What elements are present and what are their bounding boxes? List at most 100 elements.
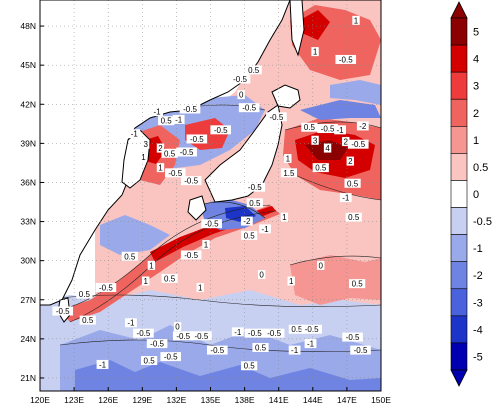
contour-label-bg xyxy=(280,168,298,178)
contour-label: -0.5 xyxy=(267,329,281,338)
lon-tick-label: 132E xyxy=(166,395,186,405)
contour-label-bg xyxy=(160,352,182,362)
contour-label: 0 xyxy=(259,271,264,280)
contour-label: 0 xyxy=(175,323,180,332)
contour-label-layer: 11-0.50.5-0.50-0.5-0.5-10.5 -1-0.5-0.5-1-… xyxy=(52,15,371,371)
contour-label: -0.5 xyxy=(99,284,113,293)
contour-label: -1 xyxy=(234,328,242,337)
contour-label: 0 xyxy=(319,261,324,270)
contour-label-bg xyxy=(241,230,258,240)
contour-label-bg xyxy=(161,148,178,158)
colorbar-segment xyxy=(450,126,468,154)
contour-label-bg xyxy=(207,345,228,355)
contour-label: 0.5 xyxy=(347,179,359,188)
contour-label: -0.5 xyxy=(184,251,198,260)
contour-label: -1 xyxy=(127,319,135,328)
contour-label-bg xyxy=(263,328,285,338)
contour-label-bg xyxy=(346,156,355,166)
contour-label: 1 xyxy=(158,164,163,173)
contour-label-bg xyxy=(284,154,292,164)
contour-label: -1 xyxy=(307,340,315,349)
kuroshio-positive-band xyxy=(60,205,280,322)
contour-label-bg xyxy=(342,137,350,147)
colorbar-label: 2 xyxy=(473,108,479,120)
contour-label: 0.5 xyxy=(244,362,256,371)
contour-label: -0.5 xyxy=(210,346,224,355)
contour-label-bg xyxy=(156,143,165,153)
contour-label: 3 xyxy=(143,140,148,149)
lon-tick-label: 150E xyxy=(371,395,391,405)
contour-label: 2 xyxy=(348,157,353,166)
colorbar-label: -3 xyxy=(473,297,483,309)
lat-tick-label: 27N xyxy=(20,295,36,305)
contour-label-bg xyxy=(311,47,319,57)
contour-label: -0.5 xyxy=(354,346,368,355)
contour-label: 2 xyxy=(344,138,349,147)
northeast-negative-band xyxy=(330,80,381,105)
contour-label: 0.5 xyxy=(315,164,327,173)
contour-label: 0.5 xyxy=(249,199,261,208)
colorbar-segment xyxy=(450,17,468,46)
contour-label: 1 xyxy=(282,213,287,222)
contour-label-bg xyxy=(95,283,117,293)
colorbar-segment xyxy=(450,207,468,235)
contour-label: 0.5 xyxy=(164,149,176,158)
contour-label-bg xyxy=(288,345,301,355)
contour-label-bg xyxy=(161,273,178,283)
contour-label: -0.5 xyxy=(137,329,151,338)
lat-tick-label: 24N xyxy=(20,334,36,344)
contour-label-bg xyxy=(147,260,156,270)
graticule xyxy=(40,0,381,391)
subtropical-positive-patch xyxy=(290,255,381,305)
contour-label-bg xyxy=(172,331,194,341)
east-china-sea-negative xyxy=(100,215,170,255)
colorbar-label: -1 xyxy=(473,243,483,255)
contour-label-bg xyxy=(202,240,210,250)
contour-label-bg xyxy=(210,125,232,135)
contour-label-bg xyxy=(244,328,266,338)
lon-tick-label: 135E xyxy=(201,395,221,405)
contour-label: -0.5 xyxy=(351,140,365,149)
lon-tick-label: 147E xyxy=(337,395,357,405)
contour-label: -0.5 xyxy=(205,220,219,229)
japan-hokkaido xyxy=(271,84,301,109)
contour-label: -1 xyxy=(154,108,162,117)
contour-label: 2 xyxy=(158,144,163,153)
contour-label-bg xyxy=(347,139,369,149)
contour-label: -0.5 xyxy=(233,75,247,84)
okhotsk-positive-core xyxy=(300,10,330,40)
colorbar-segment xyxy=(450,342,468,371)
contour-label-bg xyxy=(201,219,222,229)
contour-label: -1 xyxy=(175,115,183,124)
contour-label-bg xyxy=(288,324,305,334)
lon-tick-label: 123E xyxy=(64,395,84,405)
contour-label: -0.5 xyxy=(168,169,182,178)
contour-label-bg xyxy=(344,178,361,188)
contour-label: 1 xyxy=(354,16,359,25)
contour-label-bg xyxy=(125,318,137,328)
contour-label-bg xyxy=(304,339,317,349)
contour-label-bg xyxy=(237,90,245,100)
contour-label-bg xyxy=(245,65,262,75)
contour-label-bg xyxy=(280,212,289,222)
contour-label: 1 xyxy=(313,48,318,57)
contour-label-bg xyxy=(312,163,329,173)
colorbar-segment xyxy=(450,315,468,344)
colorbar-top-arrow xyxy=(450,1,468,19)
lat-tick-label: 39N xyxy=(20,138,36,148)
contour-label: -0.5 xyxy=(346,333,360,342)
contour-label: -0.5 xyxy=(56,307,70,316)
lon-tick-label: 129E xyxy=(132,395,152,405)
contour-label-bg xyxy=(244,182,266,192)
contour-label: -0.5 xyxy=(248,329,262,338)
contour-label-bg xyxy=(301,324,322,334)
contour-label-bg xyxy=(142,276,150,286)
contour-label-bg xyxy=(266,112,287,122)
colorbar-segment xyxy=(450,71,468,100)
contour-line xyxy=(284,121,381,131)
colorbar-label: 3 xyxy=(473,81,479,93)
contour-label: -1 xyxy=(342,194,350,203)
contour-label: 0.5 xyxy=(82,316,94,325)
contour-label-bg xyxy=(172,114,185,124)
contour-label-bg xyxy=(349,279,366,289)
